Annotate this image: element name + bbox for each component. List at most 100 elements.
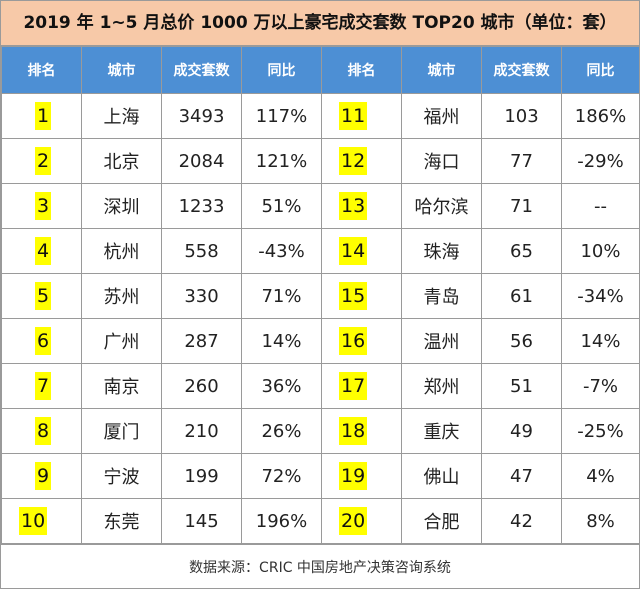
city-cell: 广州 [81, 318, 162, 364]
header-count-right: 成交套数 [481, 46, 562, 94]
yoy-cell: 26% [241, 408, 322, 454]
rank-badge: 19 [339, 462, 368, 490]
rank-cell: 15 [321, 273, 402, 319]
yoy-cell: 71% [241, 273, 322, 319]
data-source-note: 数据来源：CRIC 中国房地产决策咨询系统 [1, 544, 639, 592]
count-cell: 199 [161, 453, 242, 499]
table-row: 10 东莞 145 196% 20 合肥 42 8% [1, 498, 640, 544]
rank-badge: 3 [35, 192, 52, 220]
city-cell: 温州 [401, 318, 482, 364]
header-city-left: 城市 [81, 46, 162, 94]
rank-cell: 4 [1, 228, 82, 274]
city-cell: 合肥 [401, 498, 482, 544]
rank-cell: 6 [1, 318, 82, 364]
rank-badge: 15 [339, 282, 368, 310]
rank-cell: 12 [321, 138, 402, 184]
rank-cell: 10 [1, 498, 82, 544]
rank-cell: 16 [321, 318, 402, 364]
yoy-cell: -7% [561, 363, 640, 409]
yoy-cell: -- [561, 183, 640, 229]
rank-badge: 9 [35, 462, 52, 490]
header-count-left: 成交套数 [161, 46, 242, 94]
count-cell: 56 [481, 318, 562, 364]
header-yoy-right: 同比 [561, 46, 640, 94]
count-cell: 287 [161, 318, 242, 364]
ranking-table: 排名 城市 成交套数 同比 排名 城市 成交套数 同比 1 上海 3493 117% 1… [1, 46, 640, 544]
yoy-cell: 117% [241, 93, 322, 139]
table-row: 6 广州 287 14% 16 温州 56 14% [1, 318, 640, 364]
rank-cell: 7 [1, 363, 82, 409]
rank-cell: 20 [321, 498, 402, 544]
rank-cell: 2 [1, 138, 82, 184]
city-cell: 厦门 [81, 408, 162, 454]
rank-badge: 5 [35, 282, 52, 310]
city-cell: 青岛 [401, 273, 482, 319]
city-cell: 哈尔滨 [401, 183, 482, 229]
yoy-cell: 14% [241, 318, 322, 364]
yoy-cell: 4% [561, 453, 640, 499]
city-cell: 郑州 [401, 363, 482, 409]
count-cell: 103 [481, 93, 562, 139]
rank-badge: 11 [339, 102, 368, 130]
count-cell: 65 [481, 228, 562, 274]
yoy-cell: 8% [561, 498, 640, 544]
city-cell: 海口 [401, 138, 482, 184]
city-cell: 苏州 [81, 273, 162, 319]
yoy-cell: 121% [241, 138, 322, 184]
rank-cell: 19 [321, 453, 402, 499]
rank-cell: 11 [321, 93, 402, 139]
rank-badge: 10 [19, 507, 48, 535]
table-row: 8 厦门 210 26% 18 重庆 49 -25% [1, 408, 640, 454]
count-cell: 77 [481, 138, 562, 184]
count-cell: 558 [161, 228, 242, 274]
rank-badge: 13 [339, 192, 368, 220]
table-header-row: 排名 城市 成交套数 同比 排名 城市 成交套数 同比 [1, 46, 640, 94]
rank-badge: 6 [35, 327, 52, 355]
city-cell: 宁波 [81, 453, 162, 499]
city-cell: 北京 [81, 138, 162, 184]
table-row: 3 深圳 1233 51% 13 哈尔滨 71 -- [1, 183, 640, 229]
count-cell: 51 [481, 363, 562, 409]
yoy-cell: 51% [241, 183, 322, 229]
rank-cell: 13 [321, 183, 402, 229]
table-row: 1 上海 3493 117% 11 福州 103 186% [1, 93, 640, 139]
count-cell: 2084 [161, 138, 242, 184]
count-cell: 42 [481, 498, 562, 544]
rank-cell: 3 [1, 183, 82, 229]
count-cell: 260 [161, 363, 242, 409]
city-cell: 深圳 [81, 183, 162, 229]
table-row: 7 南京 260 36% 17 郑州 51 -7% [1, 363, 640, 409]
city-cell: 福州 [401, 93, 482, 139]
table-row: 5 苏州 330 71% 15 青岛 61 -34% [1, 273, 640, 319]
rank-cell: 18 [321, 408, 402, 454]
rank-cell: 17 [321, 363, 402, 409]
rank-badge: 7 [35, 372, 52, 400]
count-cell: 49 [481, 408, 562, 454]
yoy-cell: -34% [561, 273, 640, 319]
header-yoy-left: 同比 [241, 46, 322, 94]
rank-cell: 14 [321, 228, 402, 274]
rank-badge: 12 [339, 147, 368, 175]
city-cell: 重庆 [401, 408, 482, 454]
table-body: 1 上海 3493 117% 11 福州 103 186% 2 北京 2084 121% 12 海口 77-… [1, 93, 640, 544]
rank-badge: 2 [35, 147, 52, 175]
rank-cell: 1 [1, 93, 82, 139]
table-row: 4 杭州 558 -43% 14 珠海 65 10% [1, 228, 640, 274]
rank-badge: 14 [339, 237, 368, 265]
city-cell: 东莞 [81, 498, 162, 544]
yoy-cell: -43% [241, 228, 322, 274]
city-cell: 上海 [81, 93, 162, 139]
count-cell: 61 [481, 273, 562, 319]
yoy-cell: -25% [561, 408, 640, 454]
yoy-cell: 196% [241, 498, 322, 544]
header-rank-right: 排名 [321, 46, 402, 94]
city-cell: 南京 [81, 363, 162, 409]
rank-badge: 20 [339, 507, 368, 535]
yoy-cell: 36% [241, 363, 322, 409]
city-cell: 杭州 [81, 228, 162, 274]
rank-badge: 17 [339, 372, 368, 400]
count-cell: 1233 [161, 183, 242, 229]
rank-badge: 18 [339, 417, 368, 445]
rank-badge: 4 [35, 237, 52, 265]
yoy-cell: -29% [561, 138, 640, 184]
